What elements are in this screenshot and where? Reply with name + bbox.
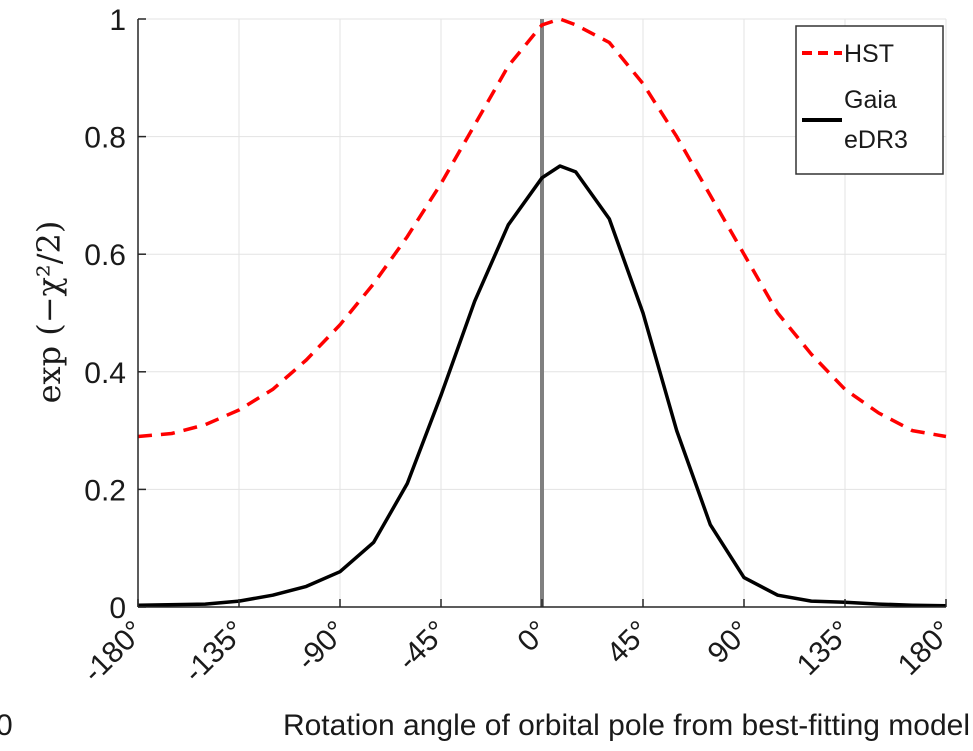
x-tick-label: -135° <box>178 615 252 689</box>
y-tick-label: 0.4 <box>84 357 126 390</box>
axes <box>137 18 947 608</box>
x-tick-label: 0° <box>511 615 555 659</box>
series-line-gaia <box>137 164 947 608</box>
x-tick-label: 90° <box>702 615 757 670</box>
legend-label-gaia-line: Gaia <box>844 86 897 114</box>
y-tick-label: 1 <box>109 4 126 37</box>
x-axis-label: Rotation angle of orbital pole from best… <box>283 709 970 742</box>
y-tick-label: 0.6 <box>84 239 126 272</box>
series-line-hst <box>137 17 947 439</box>
edge-fragment-text: 0 <box>0 709 13 742</box>
y-axis-label: exp (−χ²/2) <box>30 221 68 404</box>
y-tick-label: 0 <box>109 592 126 625</box>
y-tick-label: 0.8 <box>84 122 126 155</box>
legend: HST Gaia eDR3 <box>795 25 944 175</box>
x-tick-label: 135° <box>791 615 858 682</box>
x-tick-label: -90° <box>290 615 352 677</box>
legend-label-hst: HST <box>844 40 894 68</box>
legend-label-gaia: Gaia eDR3 <box>844 86 908 154</box>
x-tick-label: 180° <box>892 615 959 682</box>
x-tick-labels: -180° -135° -90° -45° 0° 45° 90° 135° 180° <box>77 615 959 689</box>
y-tick-label: 0.2 <box>84 474 126 507</box>
legend-box <box>795 25 944 175</box>
x-tick-label: -45° <box>391 615 453 677</box>
x-tick-label: -180° <box>77 615 151 689</box>
y-tick-labels: 0 0.2 0.4 0.6 0.8 1 <box>84 4 126 625</box>
x-tick-label: 45° <box>601 615 656 670</box>
legend-label-gaia-line: eDR3 <box>844 126 908 154</box>
series-lines <box>137 17 947 608</box>
